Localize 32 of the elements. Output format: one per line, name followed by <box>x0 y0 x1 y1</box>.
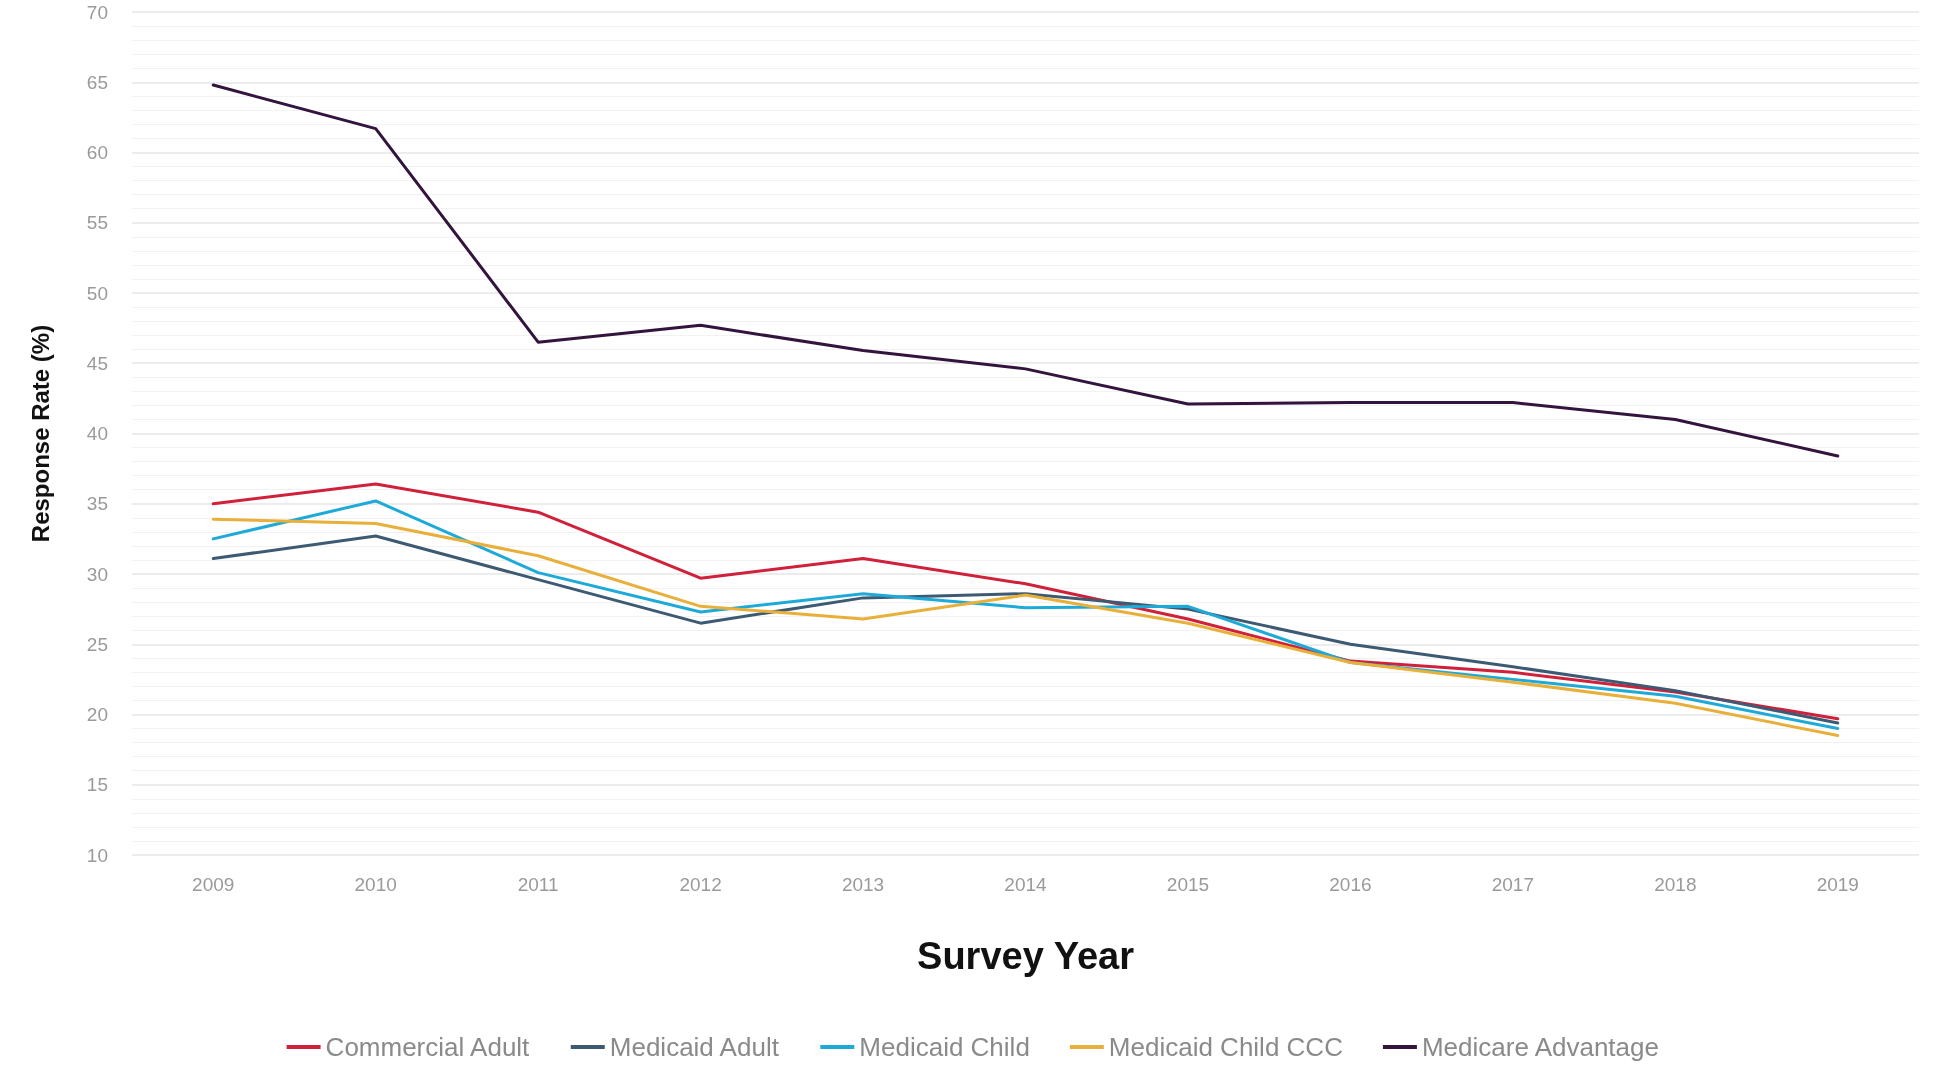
y-tick-label: 10 <box>86 844 108 866</box>
legend-label: Commercial Adult <box>325 1032 531 1062</box>
line-series <box>211 83 1840 458</box>
y-tick-label: 20 <box>86 704 108 725</box>
y-tick-label: 35 <box>86 493 108 515</box>
x-tick-label: 2019 <box>1816 874 1859 895</box>
x-tick-label: 2009 <box>192 874 235 895</box>
x-axis-title: Survey Year <box>917 935 1135 977</box>
y-tick-label: 30 <box>86 563 108 585</box>
legend-label: Medicaid Child <box>859 1032 1030 1062</box>
x-tick-label: 2013 <box>841 874 885 895</box>
y-tick-label: 40 <box>86 423 108 444</box>
y-tick-label: 70 <box>86 1 108 23</box>
x-tick-label: 2016 <box>1329 874 1372 895</box>
legend-label: Medicaid Adult <box>609 1032 780 1062</box>
y-tick-label: 50 <box>86 282 108 304</box>
y-tick-label: 65 <box>86 71 108 93</box>
x-tick-label: 2014 <box>1004 874 1048 895</box>
legend-label: Medicare Advantage <box>1421 1032 1659 1062</box>
x-tick-label: 2012 <box>679 874 722 895</box>
y-tick-label: 55 <box>86 212 108 234</box>
x-tick-label: 2011 <box>517 874 559 895</box>
y-tick-label: 60 <box>86 142 108 163</box>
y-tick-label: 25 <box>86 633 108 655</box>
y-axis-title: Response Rate (%) <box>26 324 54 543</box>
y-tick-label: 45 <box>86 352 108 374</box>
x-tick-label: 2010 <box>354 874 397 895</box>
x-tick-label: 2017 <box>1491 874 1534 895</box>
y-tick-label: 15 <box>86 774 108 796</box>
x-tick-label: 2015 <box>1166 874 1210 895</box>
legend-label: Medicaid Child CCC <box>1108 1032 1343 1062</box>
x-tick-label: 2018 <box>1654 874 1697 895</box>
